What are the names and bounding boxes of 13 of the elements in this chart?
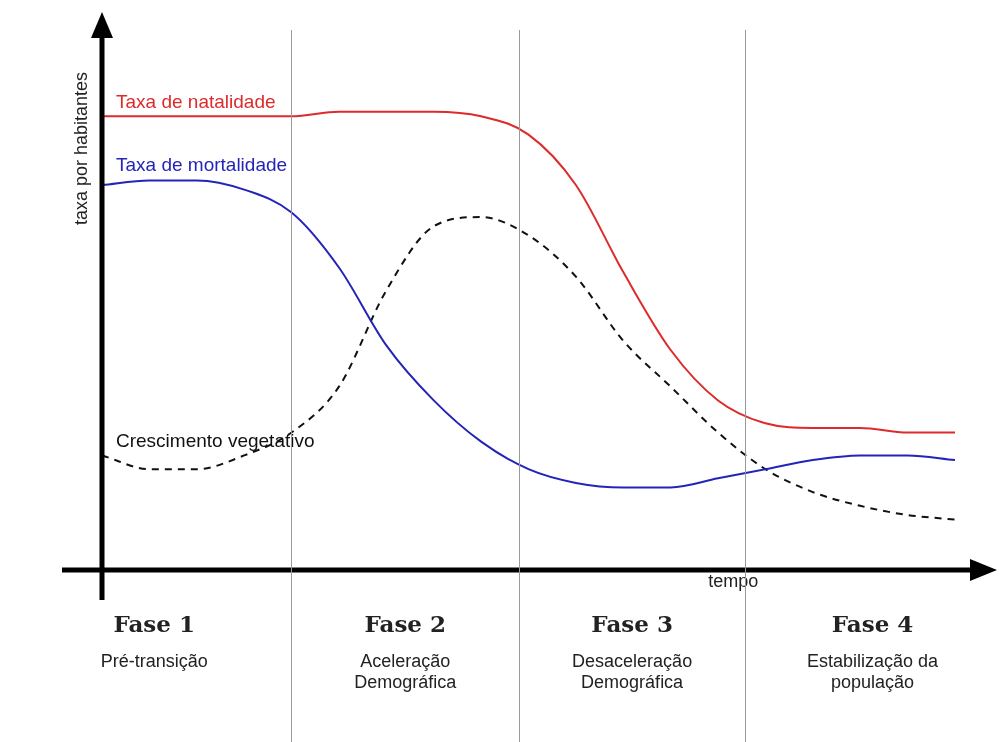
text: Desaceleração Demográfica bbox=[571, 651, 694, 693]
text: Estabilização da população bbox=[806, 651, 940, 693]
x-axis-title: tempo bbox=[708, 570, 759, 591]
text: Pré-transição bbox=[99, 651, 209, 672]
text: Fase 4 bbox=[830, 610, 915, 637]
series-label: Crescimento vegetativo bbox=[116, 430, 315, 452]
series-label: Taxa de mortalidade bbox=[116, 153, 288, 175]
y-axis-title: taxa por habitantes bbox=[70, 72, 91, 226]
text: Fase 1 bbox=[112, 610, 196, 637]
series-label: Taxa de natalidade bbox=[116, 90, 276, 112]
text: Aceleração Demográfica bbox=[353, 651, 458, 693]
text: Fase 2 bbox=[363, 610, 447, 637]
text: Fase 3 bbox=[590, 610, 674, 637]
